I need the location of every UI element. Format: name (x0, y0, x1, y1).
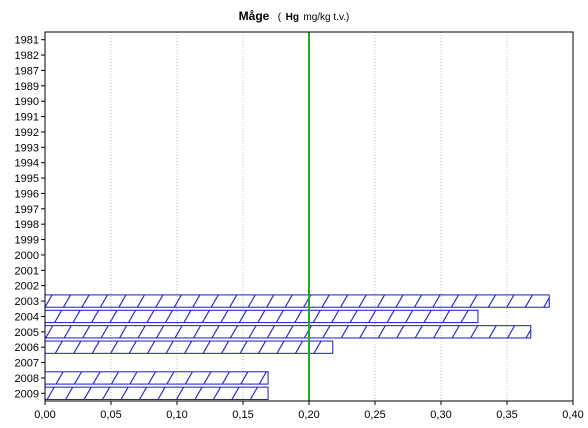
bars (44, 294, 550, 400)
y-tick-label: 1993 (15, 142, 39, 154)
x-tick-label: 0,30 (430, 409, 451, 421)
y-tick-label: 2009 (15, 388, 39, 400)
y-tick-label: 2006 (15, 342, 39, 354)
bar-2006 (44, 340, 334, 354)
y-tick-label: 2008 (15, 373, 39, 385)
y-tick-label: 1992 (15, 127, 39, 139)
x-tick-label: 0,40 (562, 409, 583, 421)
y-tick-label: 1997 (15, 204, 39, 216)
y-tick-label: 1991 (15, 112, 39, 124)
bar-2008 (44, 371, 269, 385)
y-tick-label: 1996 (15, 188, 39, 200)
x-axis-ticks: 0,00 0,05 0,10 0,15 0,20 0,25 0,30 0,35 0,40 (34, 401, 584, 421)
x-tick-label: 0,15 (232, 409, 253, 421)
y-tick-label: 1982 (15, 50, 39, 62)
y-tick-label: 2004 (15, 311, 39, 323)
y-tick-label: 2005 (15, 327, 39, 339)
x-tick-label: 0,25 (364, 409, 385, 421)
x-tick-label: 0,10 (166, 409, 187, 421)
chart-title-unit: mg/kg t.v.) (303, 12, 349, 23)
y-tick-label: 2000 (15, 250, 39, 262)
bar-2009 (44, 386, 269, 400)
y-tick-label: 1995 (15, 173, 39, 185)
y-tick-label: 1998 (15, 219, 39, 231)
chart-title-paren: ( (278, 12, 282, 23)
y-tick-label: 1990 (15, 96, 39, 108)
y-axis-ticks: 1981 1982 1987 1989 1990 1991 1992 1993 1994 1995… (15, 35, 45, 400)
bar-2004 (44, 309, 479, 324)
chart-title: Måge ( Hg mg/kg t.v.) (239, 7, 350, 24)
y-tick-label: 2002 (15, 281, 39, 293)
y-tick-label: 1981 (15, 35, 39, 47)
y-tick-label: 2001 (15, 265, 39, 277)
y-tick-label: 2003 (15, 296, 39, 308)
y-tick-label: 1987 (15, 65, 39, 77)
bar-2003 (44, 294, 550, 308)
y-tick-label: 1989 (15, 81, 39, 93)
x-tick-label: 0,00 (34, 409, 55, 421)
y-tick-label: 2007 (15, 358, 39, 370)
y-tick-label: 1999 (15, 235, 39, 247)
bar-2005 (44, 325, 532, 339)
chart-title-main: Måge (239, 9, 270, 23)
y-tick-label: 1994 (15, 158, 39, 170)
x-tick-label: 0,20 (298, 409, 319, 421)
x-tick-label: 0,35 (496, 409, 517, 421)
chart-title-bold: Hg (286, 12, 299, 23)
x-tick-label: 0,05 (100, 409, 121, 421)
